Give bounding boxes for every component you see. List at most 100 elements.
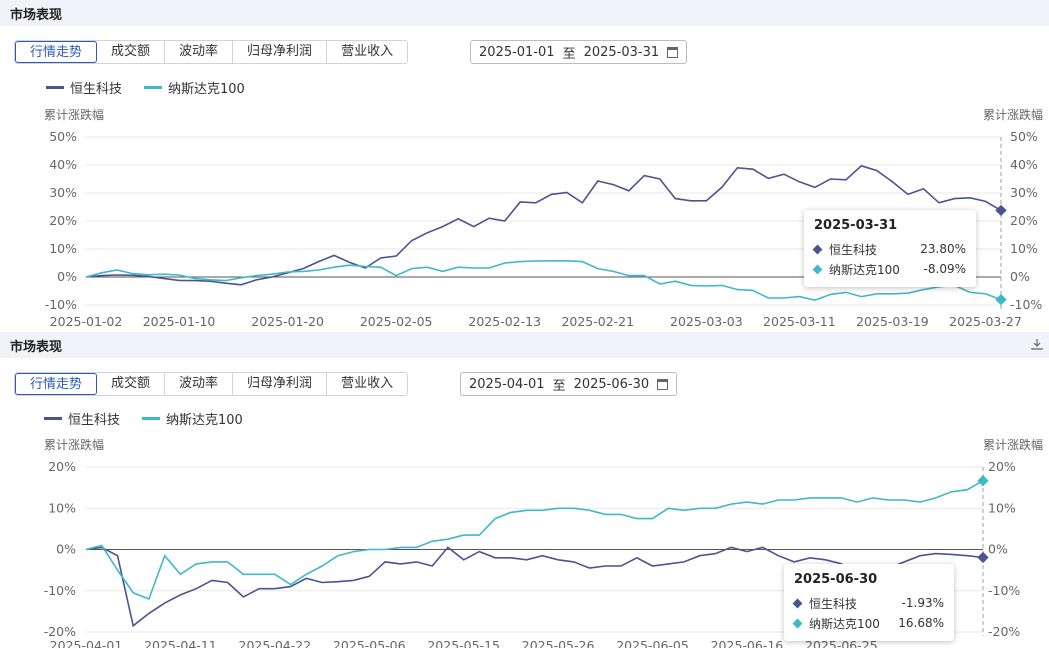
legend-item-nasdaq[interactable]: 纳斯达克100 <box>142 409 243 428</box>
tab-volume[interactable]: 成交额 <box>97 373 166 395</box>
legend-swatch-icon <box>46 86 64 89</box>
x-tick-label: 2025-02-21 <box>561 314 634 329</box>
legend-label: 纳斯达克100 <box>166 413 243 428</box>
date-separator: 至 <box>552 378 566 394</box>
y-tick-label-right: 20% <box>988 459 1016 474</box>
tooltip-series-name: 恒生科技 <box>829 242 878 257</box>
tooltip-row: 恒生科技 -1.93% <box>792 593 944 613</box>
legend-swatch-icon <box>44 417 62 420</box>
x-tick-label: 2025-05-15 <box>427 638 500 648</box>
y-axis-title-right: 累计涨跌幅 <box>983 107 1043 122</box>
tab-trend[interactable]: 行情走势 <box>15 373 98 395</box>
y-tick-label-left: 10% <box>48 500 76 515</box>
panel-title: 市场表现 <box>10 7 63 23</box>
tooltip-date: 2025-06-30 <box>794 572 878 587</box>
y-tick-label-right: 10% <box>1010 241 1038 256</box>
series-line-hstech <box>85 546 984 628</box>
calendar-icon[interactable] <box>667 46 679 58</box>
tab-revenue[interactable]: 营业收入 <box>327 373 408 395</box>
chart-legend: 恒生科技 纳斯达克100 <box>46 78 245 97</box>
tab-net-profit[interactable]: 归母净利润 <box>233 41 328 63</box>
line-chart: 累计涨跌幅 累计涨跌幅 -20% -20% -10% -10% 0% 0% 10% 10% 20% 2… <box>44 437 1043 648</box>
tooltip-row: 纳斯达克100 -8.09% <box>812 259 966 279</box>
metric-tabs: 行情走势 成交额 波动率 归母净利润 营业收入 <box>14 40 409 64</box>
panel-header: 市场表现 <box>0 0 1049 26</box>
legend-item-hstech[interactable]: 恒生科技 <box>44 409 120 428</box>
y-tick-label-right: 30% <box>1010 185 1038 200</box>
y-tick-label-right: 50% <box>1010 129 1038 144</box>
calendar-icon[interactable] <box>657 378 669 390</box>
date-from: 2025-01-01 <box>479 44 555 60</box>
y-tick-label-left: 10% <box>49 241 77 256</box>
series-end-marker <box>977 551 989 564</box>
y-tick-label-left: 40% <box>49 157 77 172</box>
y-tick-label-right: 0% <box>988 542 1008 557</box>
panel-title: 市场表现 <box>10 339 63 355</box>
tooltip-date: 2025-03-31 <box>814 218 898 233</box>
tab-volatility[interactable]: 波动率 <box>165 41 234 63</box>
metric-tabs: 行情走势 成交额 波动率 归母净利润 营业收入 <box>14 372 409 396</box>
y-tick-label-right: -10% <box>1010 297 1042 312</box>
legend-item-nasdaq[interactable]: 纳斯达克100 <box>144 78 245 97</box>
x-tick-label: 2025-05-06 <box>333 638 406 648</box>
legend-label: 恒生科技 <box>68 413 121 428</box>
x-tick-label: 2025-03-19 <box>856 314 929 329</box>
x-tick-label: 2025-03-27 <box>949 314 1022 329</box>
y-tick-label-right: 0% <box>1010 269 1030 284</box>
tooltip-series-value: -1.93% <box>901 596 944 610</box>
tooltip-series-value: -8.09% <box>923 262 966 276</box>
y-tick-label-left: 50% <box>49 129 77 144</box>
y-tick-label-right: -20% <box>988 624 1020 639</box>
x-tick-label: 2025-01-20 <box>251 314 324 329</box>
x-tick-label: 2025-06-25 <box>805 638 878 648</box>
y-tick-label-right: 10% <box>988 500 1016 515</box>
y-tick-label-left: 30% <box>49 185 77 200</box>
x-tick-label: 2025-06-05 <box>616 638 689 648</box>
diamond-icon <box>812 244 823 254</box>
tab-volatility[interactable]: 波动率 <box>165 373 234 395</box>
tab-revenue[interactable]: 营业收入 <box>327 41 408 63</box>
series-end-marker <box>977 475 989 487</box>
y-tick-label-left: 20% <box>48 459 76 474</box>
tooltip-series-name: 纳斯达克100 <box>809 616 880 631</box>
tooltip-row: 恒生科技 23.80% <box>812 239 966 259</box>
panel-header: 市场表现 <box>0 332 1049 358</box>
y-tick-label-right: 20% <box>1010 213 1038 228</box>
tooltip-series-name: 恒生科技 <box>809 596 858 611</box>
legend-item-hstech[interactable]: 恒生科技 <box>46 78 122 97</box>
date-to: 2025-06-30 <box>573 376 650 392</box>
x-tick-label: 2025-03-11 <box>763 314 836 329</box>
x-tick-label: 2025-05-26 <box>522 638 595 648</box>
chart-tooltip: 2025-06-30 恒生科技 -1.93% 纳斯达克100 16.68% <box>784 564 954 641</box>
y-tick-label-left: -10% <box>45 297 77 312</box>
legend-swatch-icon <box>144 86 163 89</box>
legend-label: 恒生科技 <box>70 82 123 97</box>
date-range-picker[interactable]: 2025-01-01 至 2025-03-31 <box>470 40 688 64</box>
x-tick-label: 2025-02-05 <box>360 314 433 329</box>
y-tick-label-left: 20% <box>49 213 77 228</box>
y-axis-title-left: 累计涨跌幅 <box>44 107 104 122</box>
chart-tooltip: 2025-03-31 恒生科技 23.80% 纳斯达克100 -8.09% <box>804 210 976 287</box>
x-tick-label: 2025-03-03 <box>670 314 743 329</box>
y-tick-label-left: 0% <box>56 542 76 557</box>
date-range-picker[interactable]: 2025-04-01 至 2025-06-30 <box>460 372 678 396</box>
series-line-hstech <box>85 164 1002 286</box>
series-line-nasdaq <box>85 480 984 601</box>
date-to: 2025-03-31 <box>583 44 660 60</box>
tab-net-profit[interactable]: 归母净利润 <box>233 373 328 395</box>
x-tick-label: 2025-04-11 <box>144 638 217 648</box>
tooltip-series-name: 纳斯达克100 <box>829 262 900 277</box>
date-separator: 至 <box>562 46 576 62</box>
tab-volume[interactable]: 成交额 <box>97 41 166 63</box>
market-panel-q2: 市场表现 行情走势 成交额 波动率 归母净利润 营业收入 2025-04-01 … <box>0 332 1049 648</box>
market-panel-q1: 市场表现 行情走势 成交额 波动率 归母净利润 营业收入 2025-01-01 … <box>0 0 1049 330</box>
y-tick-label-right: -10% <box>988 583 1020 598</box>
series-end-marker <box>995 293 1007 306</box>
x-tick-label: 2025-01-10 <box>143 314 216 329</box>
download-icon[interactable] <box>1031 338 1043 350</box>
x-tick-label: 2025-02-13 <box>468 314 541 329</box>
y-axis-title-right: 累计涨跌幅 <box>983 437 1043 452</box>
tab-trend[interactable]: 行情走势 <box>15 41 98 63</box>
x-tick-label: 2025-04-01 <box>50 638 123 648</box>
x-tick-label: 2025-04-22 <box>239 638 312 648</box>
